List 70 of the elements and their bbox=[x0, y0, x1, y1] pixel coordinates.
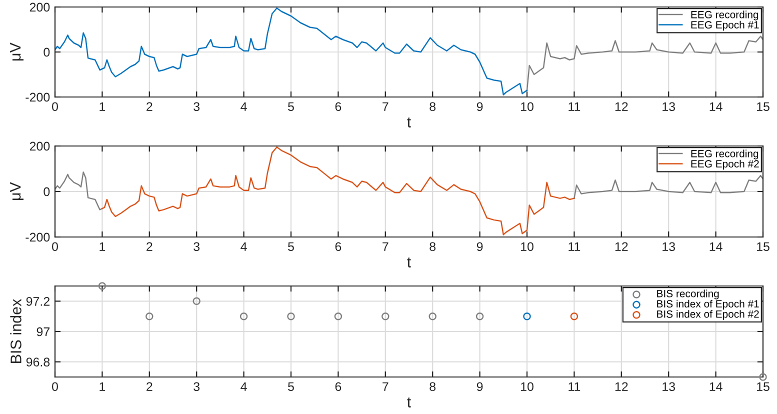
x-tick-label: 9 bbox=[476, 382, 483, 392]
y-tick-label: -200 bbox=[26, 232, 50, 242]
x-tick-label: 6 bbox=[335, 382, 342, 392]
x-tick-label: 2 bbox=[146, 382, 152, 391]
x-tick-label: 15 bbox=[757, 102, 770, 112]
x-tick-label: 7 bbox=[382, 102, 388, 111]
x-tick-label: 0 bbox=[52, 242, 58, 252]
legend-label: BIS recording bbox=[657, 290, 719, 300]
x-tick-label: 8 bbox=[430, 382, 436, 392]
legend-label: EEG Epoch #1 bbox=[691, 20, 759, 31]
x-tick-label: 13 bbox=[662, 242, 676, 252]
legend-label: EEG Epoch #2 bbox=[691, 160, 759, 170]
x-tick-label: 5 bbox=[288, 382, 294, 392]
x-tick-label: 8 bbox=[430, 242, 436, 252]
legend-label: BIS index of Epoch #2 bbox=[657, 310, 759, 320]
x-tick-label: 12 bbox=[615, 102, 628, 111]
x-tick-label: 3 bbox=[194, 382, 200, 392]
x-tick-label: 15 bbox=[757, 382, 770, 392]
x-tick-label: 11 bbox=[568, 382, 580, 391]
y-tick-label: 0 bbox=[44, 187, 50, 196]
legend-label: EEG recording bbox=[691, 150, 758, 160]
x-tick-label: 6 bbox=[335, 242, 342, 252]
x-tick-label: 11 bbox=[568, 242, 580, 251]
x-tick-label: 3 bbox=[194, 102, 200, 112]
x-tick-label: 12 bbox=[615, 382, 628, 391]
legend-label: BIS index of Epoch #1 bbox=[657, 300, 759, 310]
x-tick-label: 9 bbox=[476, 102, 483, 112]
x-tick-label: 0 bbox=[52, 382, 58, 392]
y-tick-label: 97.2 bbox=[26, 296, 50, 306]
x-tick-label: 9 bbox=[476, 242, 483, 252]
y-tick-label: 0 bbox=[44, 48, 50, 57]
legend-label: EEG recording bbox=[691, 10, 758, 20]
x-tick-label: 10 bbox=[521, 242, 534, 252]
x-tick-label: 4 bbox=[240, 382, 247, 391]
x-axis-title: t bbox=[407, 397, 412, 408]
x-tick-label: 7 bbox=[382, 382, 388, 391]
x-tick-label: 2 bbox=[146, 242, 152, 251]
x-tick-label: 10 bbox=[521, 382, 534, 392]
x-tick-label: 13 bbox=[662, 102, 676, 112]
x-tick-label: 1 bbox=[100, 242, 106, 251]
x-tick-label: 3 bbox=[194, 242, 200, 252]
x-tick-label: 8 bbox=[430, 102, 436, 112]
x-tick-label: 4 bbox=[240, 242, 247, 251]
y-axis-title: μV bbox=[10, 182, 24, 200]
x-tick-label: 14 bbox=[710, 242, 722, 251]
y-tick-label: 200 bbox=[30, 142, 50, 151]
x-tick-label: 13 bbox=[662, 382, 676, 392]
y-axis-title: μV bbox=[10, 42, 24, 60]
x-tick-label: 14 bbox=[710, 102, 722, 111]
x-tick-label: 1 bbox=[100, 382, 106, 391]
x-tick-label: 4 bbox=[240, 102, 247, 111]
x-tick-label: 0 bbox=[52, 102, 58, 112]
x-tick-label: 11 bbox=[568, 102, 580, 111]
x-tick-label: 5 bbox=[288, 242, 294, 252]
y-tick-label: -200 bbox=[26, 92, 50, 102]
x-tick-label: 5 bbox=[288, 102, 294, 112]
x-tick-label: 2 bbox=[146, 102, 152, 111]
x-axis-title: t bbox=[407, 117, 412, 128]
x-tick-label: 1 bbox=[100, 102, 106, 111]
x-tick-label: 14 bbox=[710, 382, 722, 391]
x-tick-label: 6 bbox=[335, 102, 342, 112]
y-tick-label: 96.8 bbox=[26, 358, 50, 366]
y-tick-label: 200 bbox=[30, 2, 50, 12]
x-tick-label: 12 bbox=[615, 242, 628, 251]
x-tick-label: 15 bbox=[757, 242, 770, 252]
x-tick-label: 7 bbox=[382, 242, 388, 251]
x-tick-label: 10 bbox=[521, 102, 534, 112]
y-tick-label: 97 bbox=[36, 327, 50, 336]
x-axis-title: t bbox=[407, 257, 412, 268]
y-axis-title: BIS index bbox=[10, 298, 22, 363]
